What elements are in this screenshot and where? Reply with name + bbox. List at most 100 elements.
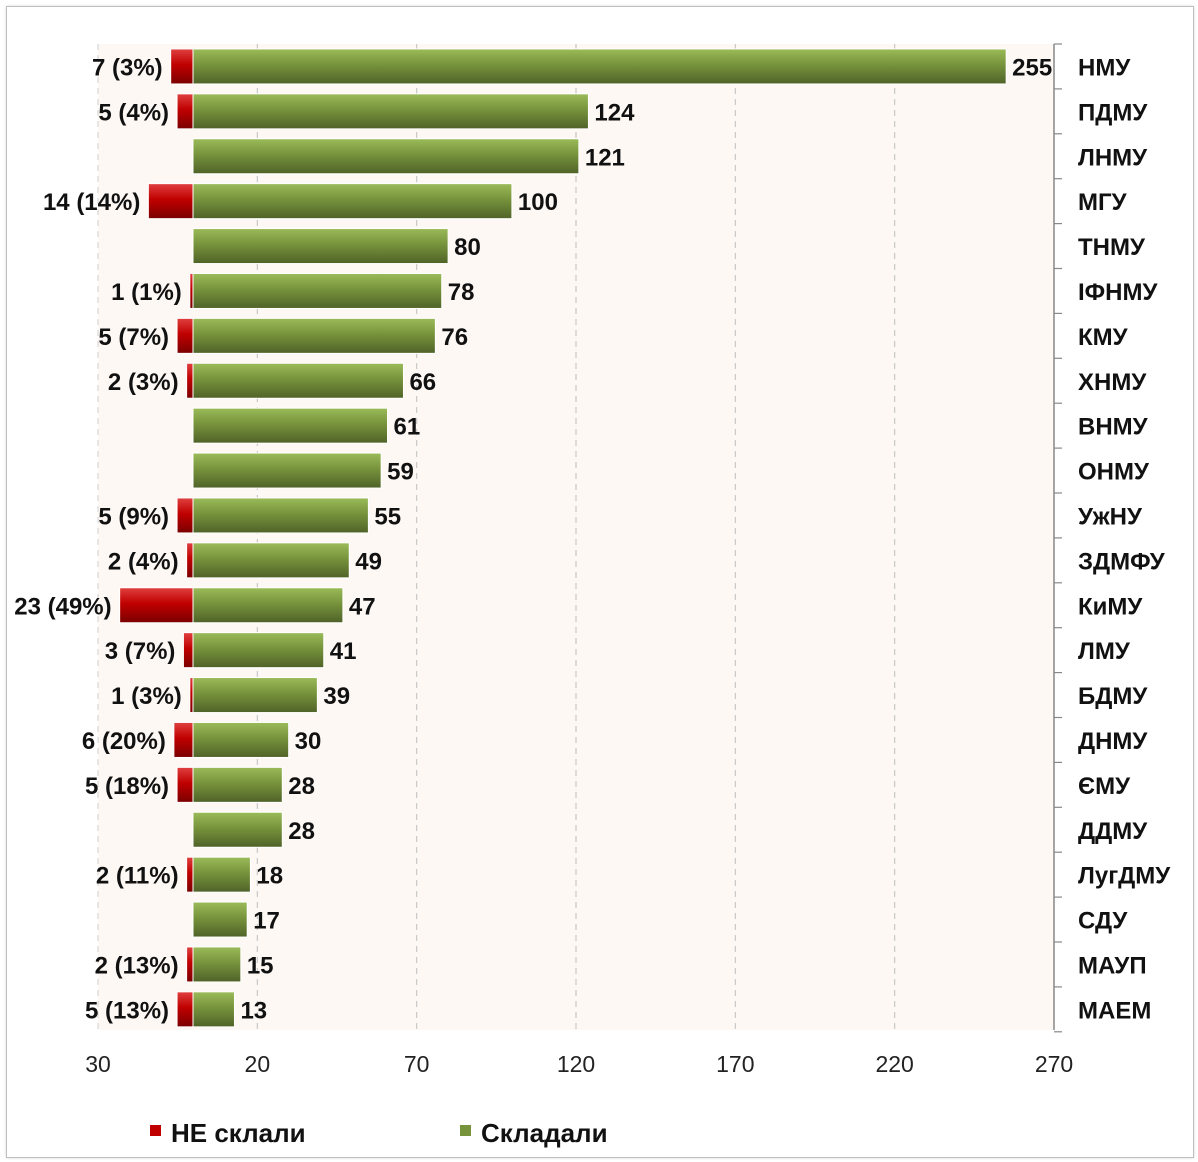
x-axis-ticks: 30 20 70 120 170 220 270 [85, 1051, 1073, 1077]
data-label-took: 76 [441, 324, 468, 351]
bar-not-passed [173, 721, 194, 758]
bar-took [192, 317, 436, 354]
data-label-not-passed: 3 (7%) [105, 638, 176, 665]
category-label: КиМУ [1078, 593, 1143, 620]
bar-not-passed [186, 542, 194, 579]
category-label: КМУ [1078, 324, 1129, 351]
bar-took [192, 497, 369, 534]
category-label: ДНМУ [1078, 728, 1148, 755]
bar-not-passed [176, 766, 194, 803]
data-label-took: 55 [374, 503, 401, 530]
data-label-not-passed: 2 (4%) [108, 548, 179, 575]
category-label: ЛугДМУ [1078, 863, 1171, 890]
data-label-not-passed: 2 (13%) [95, 952, 179, 979]
data-label-not-passed: 6 (20%) [82, 728, 166, 755]
bar-not-passed [182, 632, 194, 669]
legend-swatch-took [460, 1125, 471, 1136]
bar-took [192, 766, 283, 803]
data-label-took: 28 [288, 773, 315, 800]
category-label: ЗДМФУ [1078, 548, 1166, 575]
category-label: ДДМУ [1078, 818, 1148, 845]
data-label-took: 30 [295, 728, 322, 755]
bar-not-passed [189, 677, 194, 714]
bar-took [192, 811, 283, 848]
x-tick-label: 270 [1035, 1051, 1073, 1077]
data-label-took: 121 [585, 144, 625, 171]
bar-took [192, 452, 382, 489]
data-label-took: 17 [253, 908, 280, 935]
bar-took [192, 407, 389, 444]
bar-took [192, 48, 1007, 85]
bar-not-passed [186, 946, 194, 983]
bar-took [192, 362, 404, 399]
category-label: ОНМУ [1078, 459, 1150, 486]
category-label: СДУ [1078, 908, 1128, 935]
bar-not-passed [147, 183, 194, 220]
bars-layer [119, 48, 1007, 1028]
bar-took [192, 228, 449, 265]
data-label-took: 78 [448, 279, 475, 306]
data-label-took: 28 [288, 818, 315, 845]
category-label: УжНУ [1078, 503, 1143, 530]
bar-not-passed [186, 856, 194, 893]
x-tick-label: 220 [875, 1051, 913, 1077]
data-label-not-passed: 1 (3%) [111, 683, 182, 710]
legend-label-not-passed: НЕ склали [171, 1118, 306, 1148]
data-label-not-passed: 23 (49%) [14, 593, 111, 620]
category-label: ЄМУ [1078, 773, 1131, 800]
category-label: ХНМУ [1078, 369, 1147, 396]
category-label: МГУ [1078, 189, 1128, 216]
bar-took [192, 93, 589, 130]
category-ticks [1054, 43, 1062, 1033]
category-label: ВНМУ [1078, 414, 1149, 441]
bar-not-passed [119, 587, 194, 624]
data-label-took: 13 [240, 997, 267, 1024]
x-tick-label: 170 [716, 1051, 754, 1077]
data-label-took: 49 [355, 548, 382, 575]
x-tick-label: 30 [85, 1051, 111, 1077]
bar-not-passed [176, 991, 194, 1028]
data-label-not-passed: 7 (3%) [92, 54, 163, 81]
data-label-not-passed: 5 (4%) [98, 99, 169, 126]
bar-took [192, 721, 290, 758]
category-label: НМУ [1078, 54, 1131, 81]
category-label: БДМУ [1078, 683, 1148, 710]
data-label-took: 18 [256, 863, 283, 890]
legend-swatch-not-passed [150, 1125, 161, 1136]
bar-took [192, 272, 443, 309]
data-label-took: 15 [247, 952, 274, 979]
data-label-not-passed: 2 (11%) [96, 863, 179, 890]
x-tick-label: 20 [245, 1051, 271, 1077]
x-tick-label: 70 [404, 1051, 430, 1077]
category-label: ІФНМУ [1078, 279, 1158, 306]
legend-label-took: Складали [481, 1118, 608, 1148]
bar-took [192, 856, 251, 893]
bar-not-passed [176, 93, 194, 130]
category-label: МАУП [1078, 952, 1147, 979]
data-label-took: 41 [330, 638, 357, 665]
bar-chart: 255 7 (3%) НМУ 124 5 (4%) ПДМУ 121 ЛНМУ 100 14 (1… [14, 43, 1171, 1148]
data-label-not-passed: 5 (18%) [85, 773, 169, 800]
category-label: ТНМУ [1078, 234, 1146, 261]
bar-took [192, 632, 325, 669]
data-label-took: 66 [409, 369, 436, 396]
data-label-took: 47 [349, 593, 376, 620]
category-label: ЛМУ [1078, 638, 1131, 665]
labels-layer: 255 7 (3%) НМУ 124 5 (4%) ПДМУ 121 ЛНМУ 100 14 (1… [14, 54, 1171, 1024]
data-label-took: 255 [1012, 54, 1052, 81]
bar-took [192, 183, 513, 220]
legend: НЕ склали Складали [150, 1118, 608, 1148]
data-label-took: 59 [387, 459, 414, 486]
category-label: МАЕМ [1078, 997, 1151, 1024]
bar-took [192, 946, 242, 983]
chart-frame: 255 7 (3%) НМУ 124 5 (4%) ПДМУ 121 ЛНМУ 100 14 (1… [6, 6, 1194, 1158]
x-tick-label: 120 [557, 1051, 595, 1077]
bar-took [192, 587, 344, 624]
bar-not-passed [176, 497, 194, 534]
bar-took [192, 677, 318, 714]
data-label-not-passed: 1 (1%) [111, 279, 182, 306]
bar-took [192, 138, 580, 175]
bar-not-passed [186, 362, 194, 399]
data-label-took: 100 [518, 189, 558, 216]
data-label-not-passed: 2 (3%) [108, 369, 179, 396]
